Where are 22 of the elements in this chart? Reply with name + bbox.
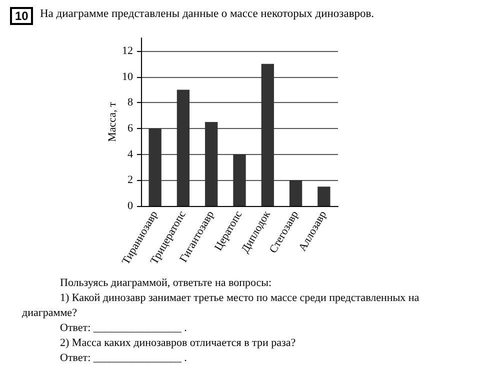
- text: 2) Масса каких динозавров отличается в три раза?: [59, 336, 297, 351]
- text: Ответ: ________________ .: [59, 321, 188, 336]
- text: Пользуясь диаграммой, ответьте на вопросы:: [59, 276, 273, 291]
- bar: [233, 154, 246, 206]
- bar: [261, 64, 274, 206]
- chart-title: На диаграмме представлены данные о массе некоторых динозавров.: [40, 8, 374, 20]
- bar: [205, 122, 218, 206]
- y-tick-label: 6: [128, 122, 134, 134]
- y-tick-label: 4: [128, 148, 134, 160]
- bar: [289, 180, 302, 206]
- y-axis-title: Масса, т: [106, 102, 119, 142]
- y-tick-label: 8: [128, 96, 134, 109]
- text: 1) Какой динозавр занимает третье место по массе среди представленных на диаграмме?: [22, 291, 420, 321]
- bar: [318, 186, 330, 206]
- bar: [176, 90, 190, 206]
- y-tick-label: 12: [122, 44, 133, 57]
- y-tick-label: 0: [128, 200, 134, 212]
- text: Ответ: ________________ .: [59, 351, 188, 366]
- text: 10: [10, 7, 34, 25]
- y-tick-label: 10: [122, 70, 134, 83]
- bar: [148, 128, 162, 206]
- y-tick-label: 2: [128, 174, 133, 186]
